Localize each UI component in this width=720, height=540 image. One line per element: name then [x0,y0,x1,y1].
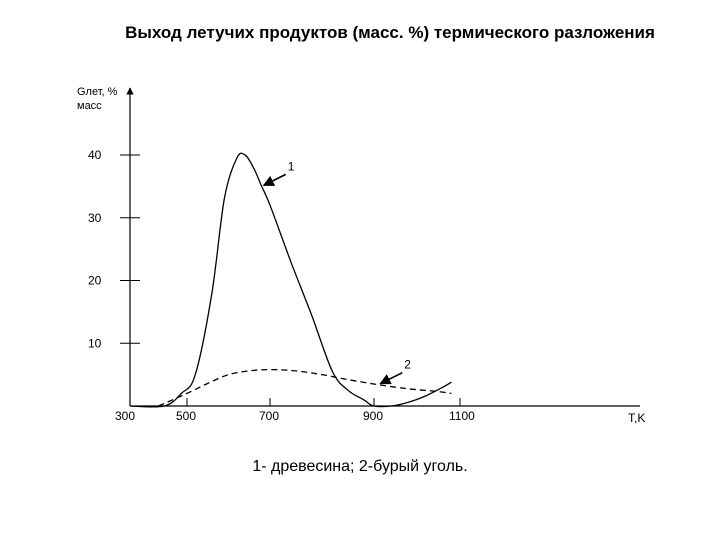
x-tick-label: 1100 [449,409,475,423]
series-1-line [129,152,452,408]
annotation-label-2: 2 [404,358,411,372]
annotation-arrow-1 [262,173,287,187]
y-tick-label: 10 [88,336,102,350]
y-axis-label-line2: масс [77,100,102,112]
annotation-label-1: 1 [288,159,295,173]
y-tick-label: 30 [88,211,102,225]
x-tick-label: 900 [363,409,383,423]
y-axis-label-line1: Gлет, % [77,86,118,98]
chart-title: Выход летучих продуктов (масс. %) термич… [125,23,655,42]
legend-caption: 1- древесина; 2-бурый уголь. [252,458,468,475]
series-2-line [158,368,452,407]
annotation-arrow-2 [379,371,403,385]
x-tick-label: 700 [259,409,279,423]
y-tick-label: 40 [88,148,102,162]
x-tick-label: 500 [176,409,196,423]
y-tick-label: 20 [88,274,102,288]
x-axis-label: T,K [628,411,645,425]
x-tick-label: 300 [115,409,135,423]
